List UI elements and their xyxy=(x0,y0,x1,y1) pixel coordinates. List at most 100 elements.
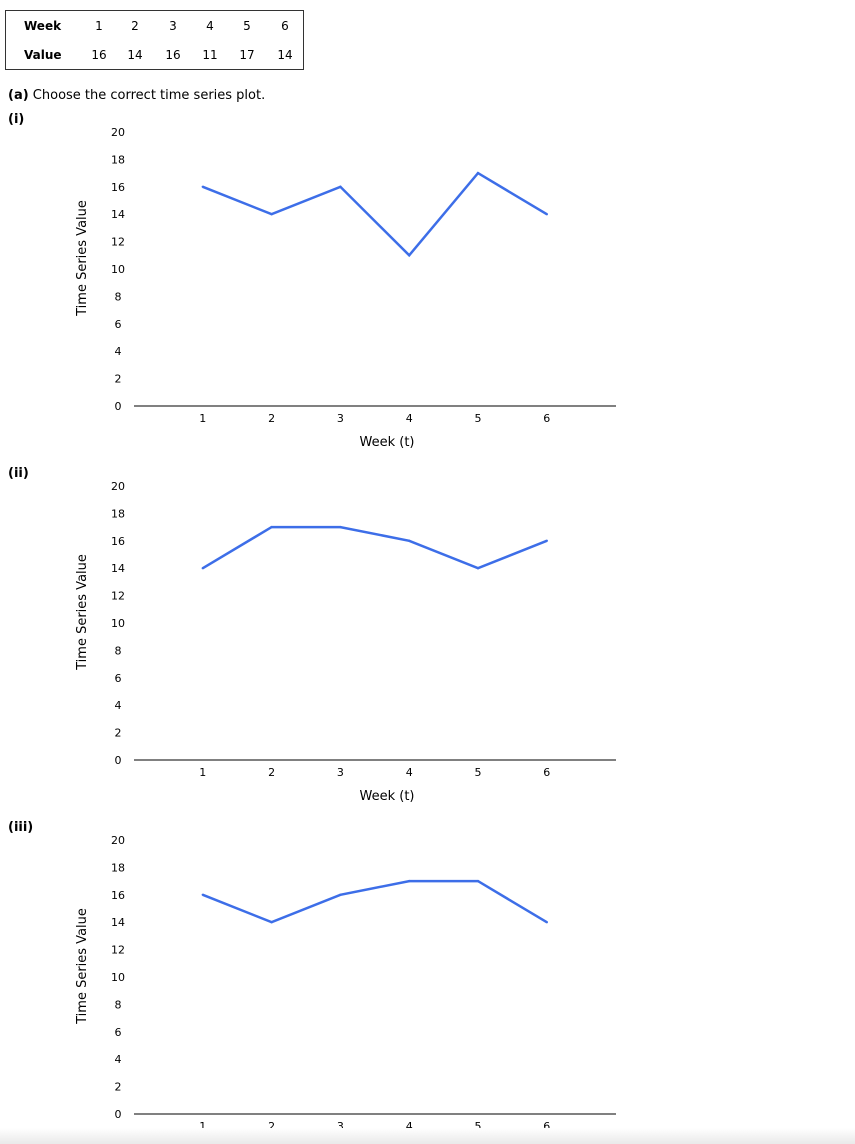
data-point xyxy=(545,213,548,216)
table-week-cell: 2 xyxy=(131,19,139,33)
data-point xyxy=(201,567,204,570)
data-point xyxy=(339,893,342,896)
x-tick-label: 5 xyxy=(475,766,482,779)
data-point xyxy=(545,539,548,542)
x-tick-label: 3 xyxy=(337,412,344,425)
y-tick-label: 2 xyxy=(115,727,122,740)
data-point xyxy=(476,567,480,570)
y-tick-label: 4 xyxy=(115,699,122,712)
table-value-cell: 14 xyxy=(127,48,143,62)
question-text: Choose the correct time series plot. xyxy=(32,88,266,103)
table-week-cell: 3 xyxy=(169,19,177,33)
data-point xyxy=(270,213,273,216)
y-tick-label: 20 xyxy=(111,480,125,493)
data-point xyxy=(476,879,480,883)
y-tick-label: 10 xyxy=(111,971,125,984)
y-tick-label: 12 xyxy=(111,944,125,957)
table-header-value: Value xyxy=(24,48,62,62)
y-tick-label: 2 xyxy=(115,373,122,386)
y-tick-label: 14 xyxy=(111,916,125,929)
data-point xyxy=(408,254,411,257)
table-value-cell: 14 xyxy=(277,48,293,62)
y-tick-label: 18 xyxy=(111,507,125,520)
y-tick-label: 16 xyxy=(111,535,125,548)
table-value-cell: 17 xyxy=(239,48,255,62)
data-point xyxy=(545,921,548,924)
table-week-cell: 1 xyxy=(95,19,103,33)
y-tick-label: 6 xyxy=(115,318,122,331)
x-tick-label: 3 xyxy=(337,1120,344,1133)
y-tick-label: 18 xyxy=(111,861,125,874)
option-label-ii[interactable]: (ii) xyxy=(8,466,29,481)
x-tick-label: 3 xyxy=(337,766,344,779)
y-axis-label: Time Series Value xyxy=(75,908,90,1025)
y-tick-label: 0 xyxy=(115,1108,122,1121)
x-axis-label: Week (t) xyxy=(360,789,415,804)
y-tick-label: 6 xyxy=(115,1026,122,1039)
y-tick-label: 20 xyxy=(111,834,125,847)
x-tick-label: 4 xyxy=(406,1120,413,1133)
data-point xyxy=(270,921,273,924)
y-tick-label: 8 xyxy=(115,998,122,1011)
data-point xyxy=(476,171,480,175)
y-tick-label: 10 xyxy=(111,263,125,276)
x-tick-label: 2 xyxy=(268,1120,275,1133)
y-axis-label: Time Series Value xyxy=(75,200,90,317)
x-tick-label: 4 xyxy=(406,766,413,779)
table-week-cell: 5 xyxy=(243,19,251,33)
table-value-cell: 16 xyxy=(91,48,107,62)
y-tick-label: 6 xyxy=(115,672,122,685)
y-tick-label: 4 xyxy=(115,345,122,358)
data-point xyxy=(201,893,204,896)
table-value-cell: 16 xyxy=(165,48,181,62)
data-point xyxy=(339,185,342,188)
x-axis-label: Week (t) xyxy=(360,435,415,450)
x-tick-label: 1 xyxy=(199,412,206,425)
y-tick-label: 2 xyxy=(115,1081,122,1094)
y-tick-label: 10 xyxy=(111,617,125,630)
y-tick-label: 8 xyxy=(115,644,122,657)
y-tick-label: 16 xyxy=(111,181,125,194)
data-point xyxy=(408,879,411,883)
y-tick-label: 14 xyxy=(111,562,125,575)
y-tick-label: 0 xyxy=(115,400,122,413)
y-tick-label: 8 xyxy=(115,290,122,303)
series-line xyxy=(202,525,548,570)
x-tick-label: 1 xyxy=(199,1120,206,1133)
data-point xyxy=(408,539,411,542)
y-tick-label: 18 xyxy=(111,153,125,166)
x-tick-label: 6 xyxy=(543,412,550,425)
data-table: Week Value 1 2 3 4 5 6 16 14 16 11 17 14 xyxy=(5,10,304,70)
data-point xyxy=(339,525,342,529)
x-tick-label: 4 xyxy=(406,412,413,425)
y-tick-label: 0 xyxy=(115,754,122,767)
bottom-fade xyxy=(0,1128,855,1144)
question-prompt: (a) Choose the correct time series plot. xyxy=(8,88,265,103)
x-tick-label: 5 xyxy=(475,412,482,425)
y-tick-label: 12 xyxy=(111,236,125,249)
y-tick-label: 4 xyxy=(115,1053,122,1066)
question-part-label: (a) xyxy=(8,88,29,103)
x-tick-label: 6 xyxy=(543,766,550,779)
table-week-cell: 4 xyxy=(206,19,214,33)
x-tick-label: 2 xyxy=(268,412,275,425)
data-point xyxy=(270,525,273,529)
x-tick-label: 2 xyxy=(268,766,275,779)
option-label-i[interactable]: (i) xyxy=(8,112,25,127)
data-point xyxy=(201,185,204,188)
table-header-week: Week xyxy=(24,19,62,33)
x-tick-label: 6 xyxy=(543,1120,550,1133)
y-tick-label: 14 xyxy=(111,208,125,221)
series-line xyxy=(202,171,548,258)
series-line xyxy=(202,879,548,924)
table-week-cell: 6 xyxy=(281,19,289,33)
y-tick-label: 20 xyxy=(111,126,125,139)
y-tick-label: 12 xyxy=(111,590,125,603)
x-tick-label: 1 xyxy=(199,766,206,779)
table-value-cell: 11 xyxy=(202,48,218,62)
option-label-iii[interactable]: (iii) xyxy=(8,820,34,835)
y-tick-label: 16 xyxy=(111,889,125,902)
